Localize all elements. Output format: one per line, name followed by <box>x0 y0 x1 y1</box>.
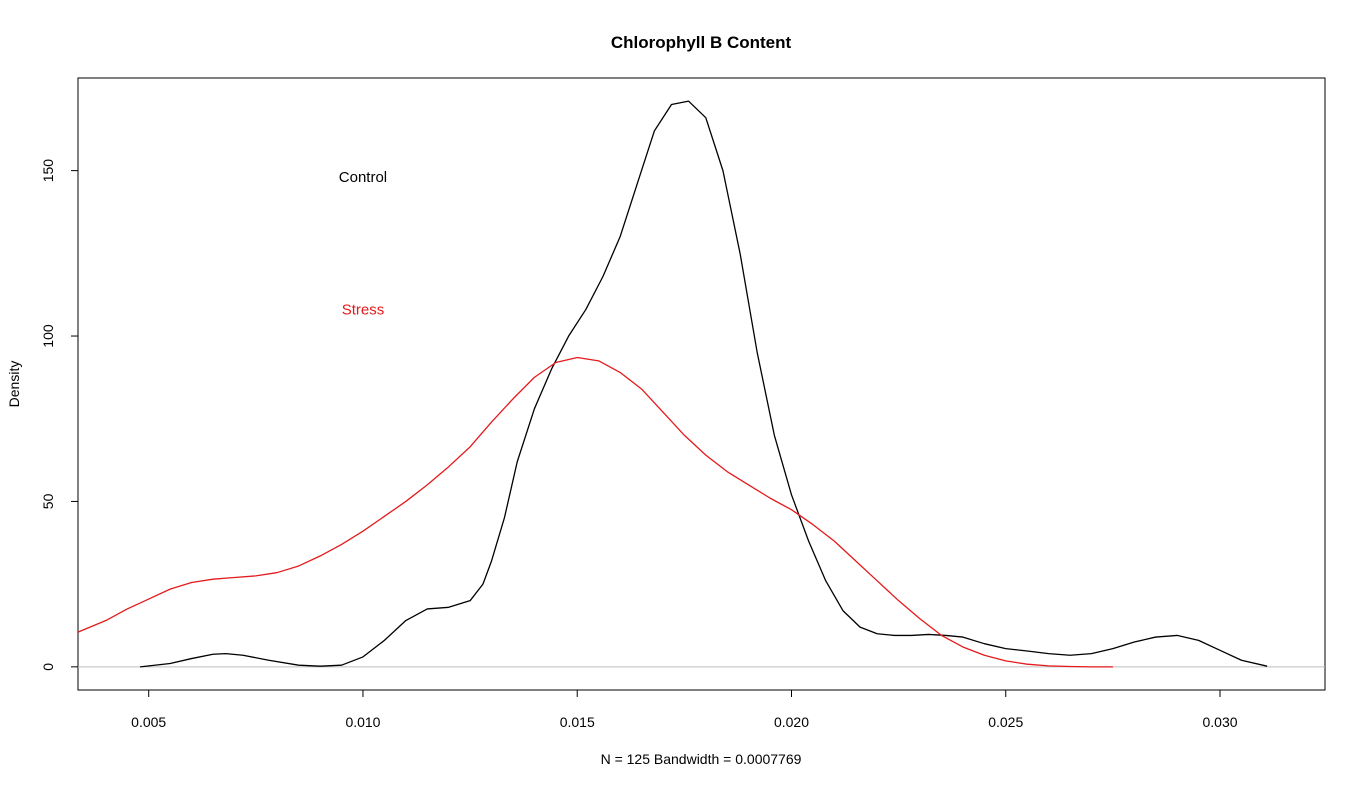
x-axis-label: N = 125 Bandwidth = 0.0007769 <box>601 751 802 767</box>
y-axis-label: Density <box>6 361 22 408</box>
x-tick-label: 0.005 <box>131 714 166 730</box>
x-tick-label: 0.020 <box>774 714 809 730</box>
x-tick-label: 0.025 <box>988 714 1023 730</box>
annotation-control: Control <box>339 169 387 186</box>
y-tick-label: 100 <box>40 324 56 348</box>
legend-annotations: Control Stress <box>339 169 387 318</box>
y-tick-label: 50 <box>40 493 56 509</box>
x-axis: 0.005 0.010 0.015 0.020 0.025 0.030 <box>131 689 1238 730</box>
plot-frame <box>77 77 1326 691</box>
density-line-stress <box>77 356 1113 668</box>
chart-title: Chlorophyll B Content <box>611 33 792 52</box>
x-tick-label: 0.010 <box>345 714 380 730</box>
x-tick-label: 0.015 <box>560 714 595 730</box>
y-tick-label: 150 <box>40 159 56 183</box>
density-line-control <box>140 100 1268 668</box>
y-axis: 0 50 100 150 <box>40 159 79 671</box>
y-tick-label: 0 <box>40 663 56 671</box>
annotation-stress: Stress <box>342 302 385 319</box>
series-layer <box>77 100 1268 668</box>
x-tick-label: 0.030 <box>1202 714 1237 730</box>
